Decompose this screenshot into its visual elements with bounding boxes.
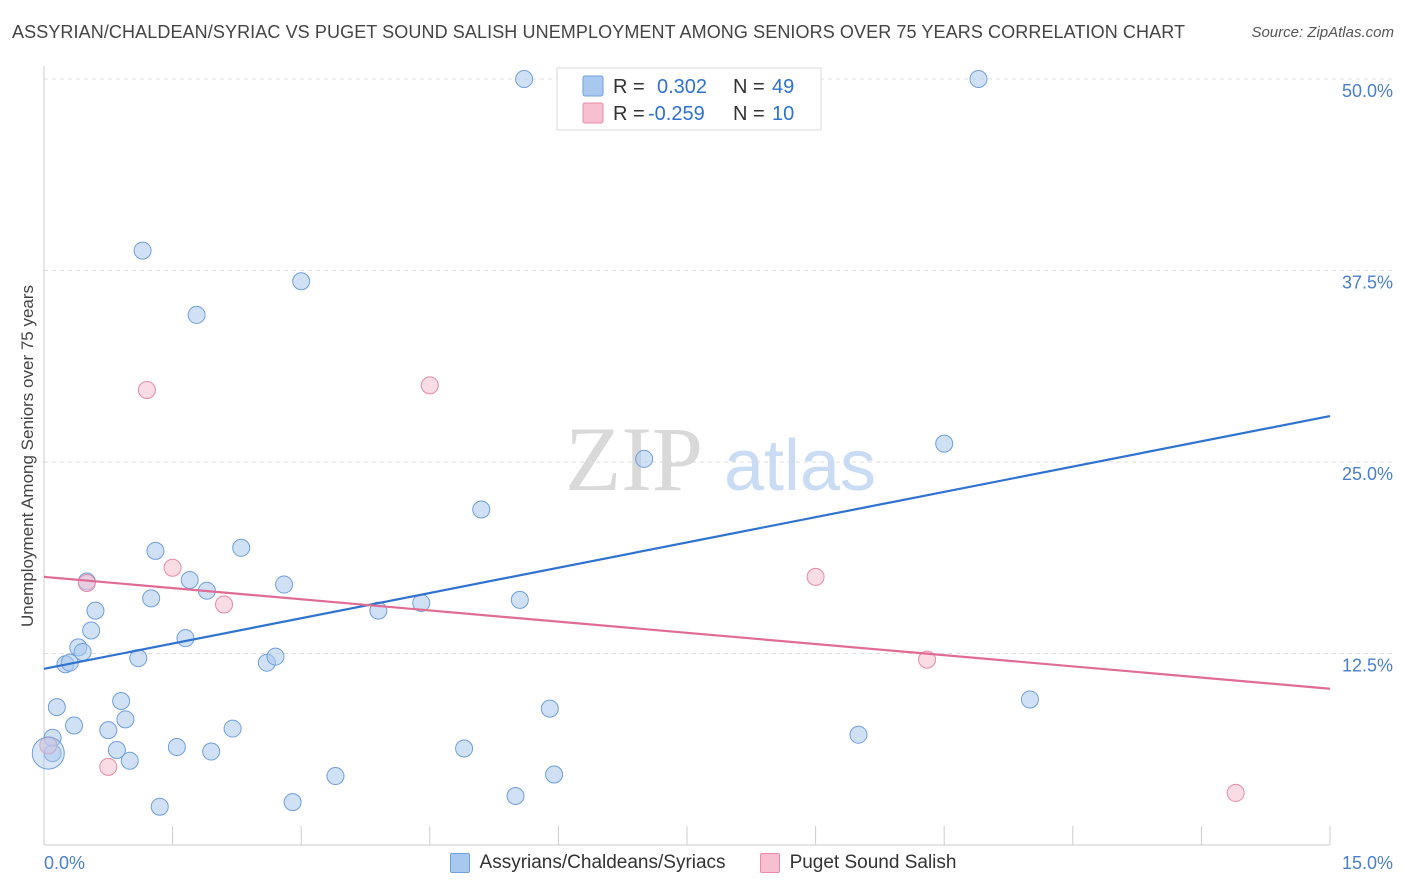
point-s0-23 [180, 570, 199, 589]
point-cluster-origin [31, 736, 65, 770]
stats-r-label-1: R = [613, 76, 645, 98]
point-s1-9 [1226, 783, 1245, 802]
point-s0-37 [455, 739, 474, 758]
point-s0-38 [472, 500, 491, 519]
point-s0-5 [65, 716, 84, 735]
legend-label-assyrians: Assyrians/Chaldeans/Syriacs [479, 852, 726, 873]
watermark: ZIP atlas [565, 408, 876, 510]
stats-legend: R = 0.302 N = 49 R = -0.259 N = 10 [556, 67, 822, 131]
y-tick-label-2: 37.5% [1342, 273, 1393, 293]
point-s1-1 [77, 574, 96, 593]
point-s0-27 [223, 719, 242, 738]
point-s1-2 [99, 757, 118, 776]
legend-label-puget: Puget Sound Salish [789, 852, 957, 873]
legend-item-puget: Puget Sound Salish [759, 852, 957, 874]
legend-swatch-blue [449, 853, 470, 873]
point-s1-6 [420, 376, 439, 395]
point-s0-26 [202, 742, 221, 761]
point-s0-34 [326, 767, 345, 786]
stats-swatch-blue [582, 75, 604, 97]
point-s0-32 [283, 793, 302, 812]
trend-line-1 [43, 575, 1331, 690]
point-s0-28 [232, 538, 251, 557]
point-s0-21 [167, 737, 186, 756]
chart-source: Source: ZipAtlas.com [1251, 24, 1394, 41]
point-s0-14 [116, 710, 135, 729]
point-s0-39 [506, 786, 525, 805]
data-points [31, 70, 1245, 816]
point-s0-22 [176, 629, 195, 648]
stats-r-value-1: 0.302 [657, 76, 707, 98]
x-tick-label-1: 15.0% [1342, 853, 1393, 873]
point-s0-7 [73, 642, 92, 661]
point-s0-44 [635, 449, 654, 468]
point-s0-45 [849, 725, 868, 744]
point-s1-8 [918, 650, 937, 669]
y-tick-label-3: 50.0% [1342, 81, 1393, 101]
gridlines [44, 78, 1392, 654]
trend-lines [43, 414, 1331, 690]
stats-n-label-1: N = [733, 76, 765, 98]
point-s0-41 [515, 70, 534, 88]
point-s0-15 [120, 751, 139, 770]
x-tick-label-0: 0.0% [44, 853, 85, 873]
point-s0-17 [133, 241, 152, 260]
point-s0-12 [107, 741, 126, 760]
point-s0-42 [540, 699, 559, 718]
point-s1-5 [215, 595, 234, 614]
y-tick-label-1: 25.0% [1342, 464, 1393, 484]
y-tick-labels: 12.5% 25.0% 37.5% 50.0% [1342, 81, 1393, 676]
legend-swatch-pink [759, 853, 780, 873]
watermark-zip: ZIP [565, 408, 703, 510]
x-tick-labels: 0.0% 15.0% [44, 853, 1393, 873]
point-s0-47 [969, 70, 988, 88]
point-s1-7 [806, 567, 825, 586]
point-s0-13 [112, 691, 131, 710]
point-s0-18 [142, 589, 161, 608]
point-s0-33 [292, 272, 311, 291]
chart-title: ASSYRIAN/CHALDEAN/SYRIAC VS PUGET SOUND … [12, 22, 1186, 42]
stats-n-value-2: 10 [772, 103, 794, 125]
point-s0-40 [510, 590, 529, 609]
point-s0-48 [1020, 690, 1039, 709]
stats-n-value-1: 49 [772, 76, 794, 98]
point-s0-19 [146, 541, 165, 560]
watermark-atlas: atlas [724, 426, 876, 506]
y-tick-label-0: 12.5% [1342, 656, 1393, 676]
point-s0-11 [99, 721, 118, 740]
trend-line-0 [43, 414, 1331, 670]
point-s0-46 [935, 434, 954, 453]
point-s0-2 [47, 698, 66, 717]
point-s0-24 [187, 305, 206, 324]
point-s1-3 [137, 380, 156, 399]
point-s0-9 [82, 621, 101, 640]
point-s0-10 [86, 601, 105, 620]
point-s0-43 [545, 765, 564, 784]
stats-r-value-2: -0.259 [648, 103, 705, 125]
point-s0-31 [275, 575, 294, 594]
point-s0-30 [266, 647, 285, 666]
stats-n-label-2: N = [733, 103, 765, 125]
stats-swatch-pink [582, 102, 604, 124]
series-legend: Assyrians/Chaldeans/Syriacs Puget Sound … [0, 852, 1406, 874]
point-s0-20 [150, 797, 169, 816]
axes [43, 66, 1331, 846]
point-s1-4 [163, 558, 182, 577]
legend-item-assyrians: Assyrians/Chaldeans/Syriacs [449, 852, 726, 874]
stats-r-label-2: R = [613, 103, 645, 125]
